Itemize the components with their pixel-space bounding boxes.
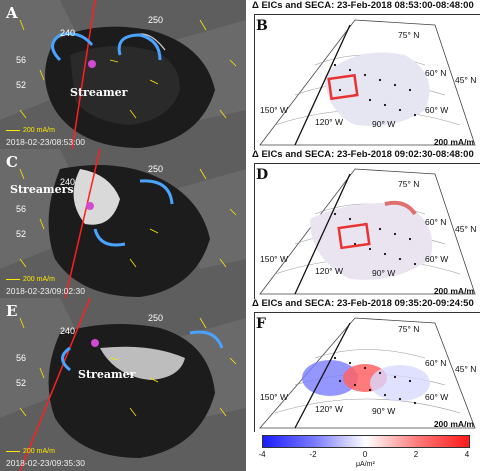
reference-arrow-label: 200 mA/m xyxy=(6,127,55,134)
colorbar-tick: -2 xyxy=(309,450,317,459)
timestamp: 2018-02-23/09:35:30 xyxy=(6,458,85,468)
colorbar xyxy=(262,435,470,448)
colorbar-tick: -4 xyxy=(258,450,266,459)
lat-label: 75° N xyxy=(398,30,420,40)
scale-label: 200 mA/m xyxy=(433,419,474,429)
lat-label: 52 xyxy=(16,378,27,388)
polar-map xyxy=(259,317,476,429)
lon-label: 90° W xyxy=(372,268,396,278)
all-sky-panel-a: A 56 52 250 240 Streamer 200 mA/m 2018-0… xyxy=(0,0,246,150)
panel-letter: C xyxy=(6,153,18,171)
lat-label: 75° N xyxy=(398,179,420,189)
lon-label: 60° W xyxy=(425,105,449,115)
lon-label: 250 xyxy=(148,164,164,174)
all-sky-panel-c: C 56 52 250 240 Streamers 200 mA/m 2018-… xyxy=(0,149,246,299)
timestamp: 2018-02-23/09:02:30 xyxy=(6,286,85,296)
lat-label: 45° N xyxy=(455,364,477,374)
eic-seca-panel-f: Δ EICs and SECA: 23-Feb-2018 09:35:20-09… xyxy=(250,298,480,432)
colorbar-unit: μA/m² xyxy=(356,461,375,468)
lat-label: 60° N xyxy=(425,68,447,78)
lat-label: 56 xyxy=(16,55,27,65)
lon-label: 250 xyxy=(148,15,164,25)
lon-label: 120° W xyxy=(315,266,343,276)
polar-map xyxy=(259,168,476,295)
lon-label: 240 xyxy=(60,177,76,187)
timestamp: 2018-02-23/08:53:00 xyxy=(6,137,85,147)
lon-label: 120° W xyxy=(315,117,343,127)
map-area xyxy=(254,163,480,299)
panel-title: Δ EICs and SECA: 23-Feb-2018 08:53:00-08… xyxy=(252,0,474,11)
lat-label: 56 xyxy=(16,204,27,214)
scale-label: 200 mA/m xyxy=(433,137,474,147)
map-area xyxy=(254,14,480,150)
all-sky-image xyxy=(0,298,246,471)
lon-label: 60° W xyxy=(425,392,449,402)
lon-label: 150° W xyxy=(260,392,288,402)
streamer-callout: Streamer xyxy=(70,86,128,99)
lon-label: 250 xyxy=(148,313,164,323)
lat-label: 75° N xyxy=(398,324,420,334)
lon-label: 90° W xyxy=(372,406,396,416)
lat-label: 60° N xyxy=(425,358,447,368)
lon-label: 120° W xyxy=(315,404,343,414)
lon-label: 90° W xyxy=(372,119,396,129)
colorbar-tick: 2 xyxy=(413,450,419,459)
panel-letter: E xyxy=(6,302,18,320)
panel-letter: B xyxy=(256,18,268,34)
lat-label: 45° N xyxy=(455,75,477,85)
lat-label: 60° N xyxy=(425,217,447,227)
streamer-callout: Streamers xyxy=(10,183,74,196)
colorbar-tick: 4 xyxy=(464,450,470,459)
panel-letter: D xyxy=(256,167,269,183)
lon-label: 240 xyxy=(60,28,76,38)
lon-label: 150° W xyxy=(260,105,288,115)
lat-label: 56 xyxy=(16,353,27,363)
all-sky-image xyxy=(0,149,246,299)
lon-label: 150° W xyxy=(260,254,288,264)
panel-letter: A xyxy=(6,4,18,22)
scale-label: 200 mA/m xyxy=(433,286,474,296)
all-sky-panel-e: E 56 52 250 240 Streamer 200 mA/m 2018-0… xyxy=(0,298,246,471)
eic-seca-panel-b: Δ EICs and SECA: 23-Feb-2018 08:53:00-08… xyxy=(250,0,480,150)
colorbar-tick: 0 xyxy=(362,450,368,459)
all-sky-image xyxy=(0,0,246,150)
panel-title: Δ EICs and SECA: 23-Feb-2018 09:35:20-09… xyxy=(252,298,474,309)
lat-label: 52 xyxy=(16,80,27,90)
panel-letter: F xyxy=(256,316,266,332)
map-area xyxy=(254,312,480,432)
lon-label: 60° W xyxy=(425,254,449,264)
streamer-callout: Streamer xyxy=(78,368,136,381)
lat-label: 52 xyxy=(16,229,27,239)
reference-arrow-label: 200 mA/m xyxy=(6,276,55,283)
reference-arrow-label: 200 mA/m xyxy=(6,448,55,455)
polar-map xyxy=(259,19,476,146)
eic-seca-panel-d: Δ EICs and SECA: 23-Feb-2018 09:02:30-08… xyxy=(250,149,480,299)
panel-title: Δ EICs and SECA: 23-Feb-2018 09:02:30-08… xyxy=(252,149,474,160)
lon-label: 240 xyxy=(60,326,76,336)
lat-label: 45° N xyxy=(455,224,477,234)
